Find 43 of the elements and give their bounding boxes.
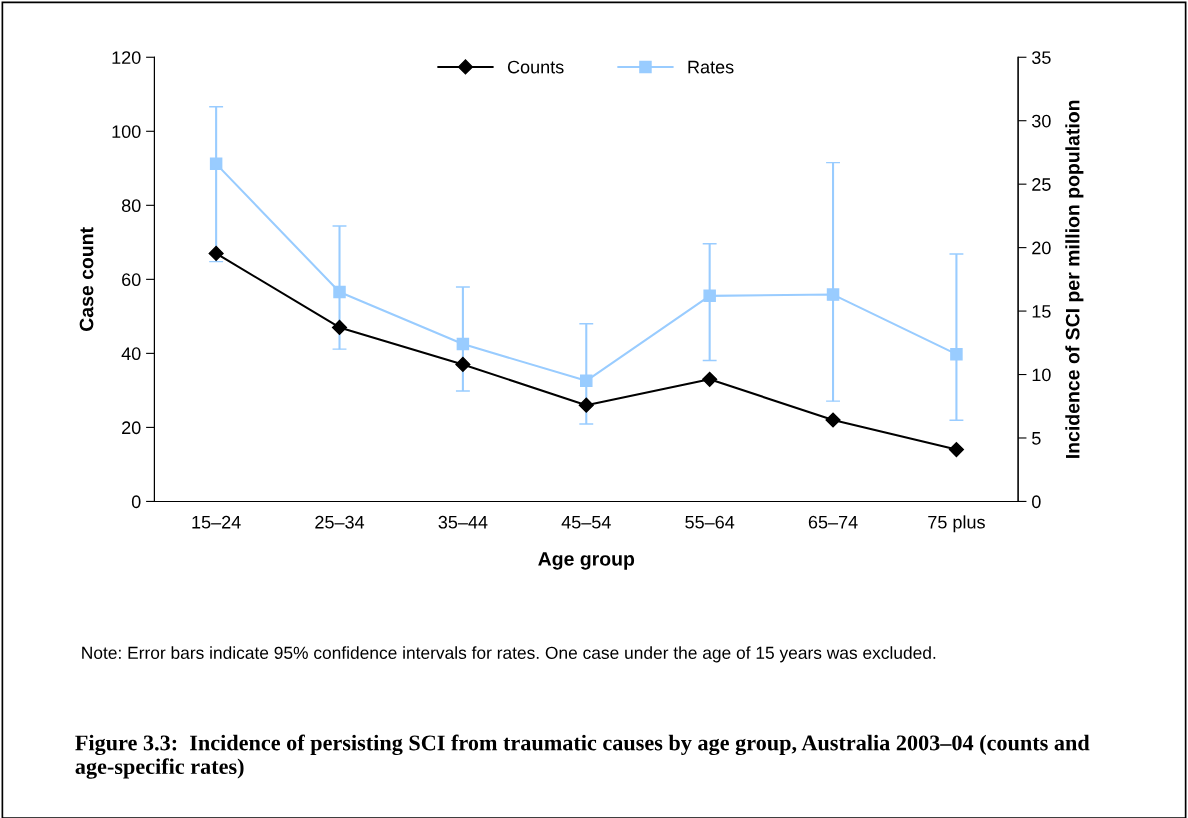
point — [208, 245, 224, 262]
x-tick-label: 45–54 — [561, 515, 611, 529]
y-tick-label: 80 — [121, 199, 141, 213]
x-tick-label: 55–64 — [685, 515, 735, 529]
y2-tick-label: 10 — [1032, 368, 1051, 382]
legend-label: Counts — [507, 60, 564, 74]
point — [950, 347, 963, 361]
point — [578, 397, 594, 413]
y2-tick-label: 5 — [1032, 432, 1041, 445]
y-tick-label: 0 — [131, 495, 141, 509]
point — [209, 157, 223, 171]
y-tick-label: 120 — [112, 51, 141, 64]
y2-tick-label: 20 — [1032, 241, 1051, 255]
point — [703, 289, 716, 303]
x-tick-label: 75 plus — [928, 515, 985, 533]
y-tick-label: 100 — [112, 125, 141, 139]
point — [948, 442, 964, 458]
y2-tick-label: 15 — [1032, 305, 1051, 318]
y2-tick-label: 25 — [1032, 178, 1051, 191]
point — [456, 337, 470, 351]
x-tick-label: 35–44 — [438, 515, 488, 529]
text: Figure 3.3: Incidence of persisting SCI from traumatic causes by age group, Australia 2003–04 (counts and age-specific rates) — [75, 734, 1090, 779]
point — [702, 371, 718, 387]
point — [333, 285, 346, 299]
text: Note: Error bars indicate 95% confidence intervals for rates. One case under the age of 15 years was excluded. — [82, 646, 936, 663]
point — [825, 412, 841, 428]
y-tick-label: 20 — [122, 421, 141, 435]
x-tick-label: 25–34 — [315, 515, 365, 529]
y-tick-label: 40 — [121, 347, 141, 361]
y-axis-title: Case count — [79, 227, 94, 331]
y2-axis-title: Incidence of SCI per million population — [1065, 100, 1084, 458]
legend-label: Rates — [688, 60, 734, 74]
point — [580, 374, 593, 388]
y2-tick-label: 0 — [1032, 495, 1041, 509]
y-tick-label: 60 — [122, 273, 141, 287]
x-axis-title: Age group — [538, 552, 635, 570]
point — [331, 319, 348, 336]
x-tick-label: 15–24 — [192, 515, 241, 529]
point — [455, 356, 471, 373]
point — [826, 288, 840, 301]
x-tick-label: 65–74 — [808, 515, 858, 529]
y2-tick-label: 35 — [1032, 51, 1051, 64]
y2-tick-label: 30 — [1032, 114, 1051, 128]
